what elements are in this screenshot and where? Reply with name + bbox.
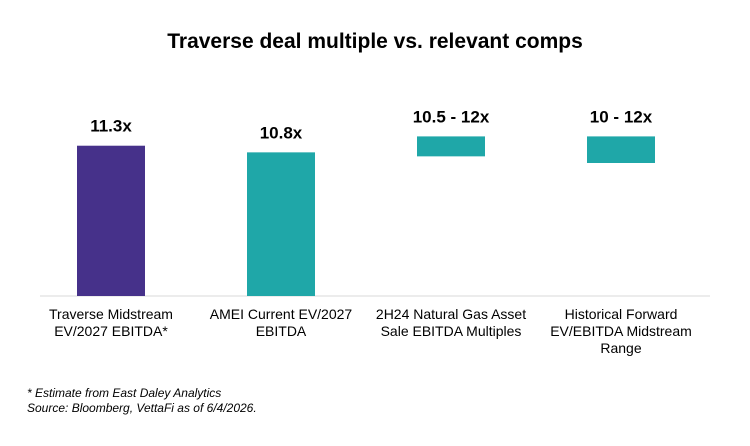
category-label-amei: AMEI Current EV/2027 EBITDA — [209, 306, 353, 339]
footnotes: * Estimate from East Daley Analytics Sou… — [27, 386, 257, 416]
bars-group — [77, 136, 655, 296]
chart-title: Traverse deal multiple vs. relevant comp… — [167, 30, 583, 53]
bar-historical-range — [587, 136, 655, 163]
value-label-historical-range: 10 - 12x — [590, 107, 653, 126]
value-label-traverse: 11.3x — [90, 117, 132, 136]
category-label-asset-sale: 2H24 Natural Gas Asset Sale EBITDA Multi… — [375, 306, 527, 339]
bar-traverse — [77, 145, 145, 296]
value-labels-group: 11.3x 10.8x 10.5 - 12x 10 - 12x — [90, 107, 653, 142]
footnote-source: Source: Bloomberg, VettaFi as of 6/4/202… — [27, 401, 257, 415]
bar-asset-sale — [417, 136, 485, 157]
category-label-historical-range: Historical Forward EV/EBITDA Midstream R… — [550, 306, 692, 356]
bar-amei — [247, 152, 315, 296]
value-label-amei: 10.8x — [260, 123, 303, 142]
footnote-estimate: * Estimate from East Daley Analytics — [27, 386, 222, 400]
value-label-asset-sale: 10.5 - 12x — [413, 107, 490, 126]
category-label-traverse: Traverse Midstream EV/2027 EBITDA* — [49, 306, 173, 339]
